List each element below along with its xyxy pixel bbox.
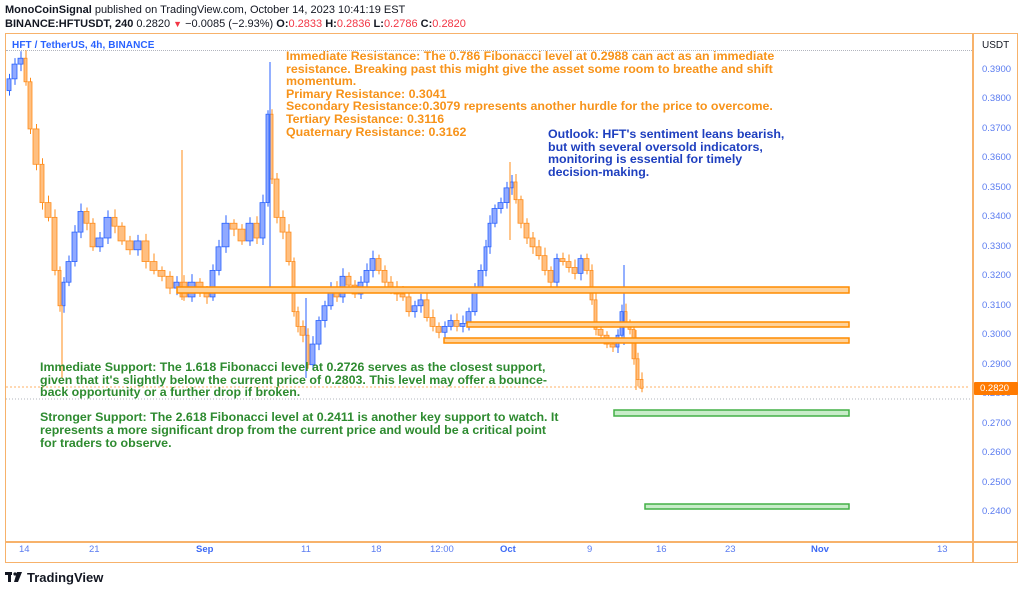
x-tick: 14 [19, 544, 30, 555]
x-tick: 16 [656, 544, 667, 555]
x-tick: Sep [196, 544, 214, 555]
last-price: 0.2820 [136, 18, 171, 30]
x-tick: 21 [89, 544, 100, 555]
support-zone-stronger [644, 503, 850, 510]
y-tick: 0.3700 [982, 123, 1012, 134]
tradingview-logo[interactable]: TradingView [5, 570, 103, 585]
y-tick: 0.3500 [982, 182, 1012, 193]
support-immediate: Immediate Support: The 1.618 Fibonacci l… [40, 360, 547, 400]
price-axis-divider [972, 34, 974, 562]
y-tick: 0.3900 [982, 64, 1012, 75]
publish-header: MonoCoinSignal published on TradingView.… [5, 3, 1015, 31]
high-label: H: [325, 18, 337, 30]
published-text: published on TradingView.com, October 14… [91, 4, 406, 16]
x-tick: Oct [500, 544, 516, 555]
y-tick: 0.3600 [982, 152, 1012, 163]
y-tick: 0.3200 [982, 270, 1012, 281]
resistance-zone-2 [466, 321, 850, 328]
time-axis-divider [6, 541, 1017, 543]
resistance-primary: Primary Resistance: 0.3041 [286, 86, 447, 101]
ohlc-legend: BINANCE:HFTUSDT, 240 0.2820 ▼ −0.0085 (−… [5, 17, 1015, 31]
price-change: −0.0085 (−2.93%) [185, 18, 274, 30]
y-tick: 0.2500 [982, 477, 1012, 488]
symbol-label: BINANCE:HFTUSDT, 240 [5, 18, 134, 30]
y-tick: 0.2900 [982, 359, 1012, 370]
x-tick: 23 [725, 544, 736, 555]
chart-symbol-title: HFT / TetherUS, 4h, BINANCE [12, 40, 155, 51]
y-tick: 0.3800 [982, 93, 1012, 104]
resistance-tertiary: Tertiary Resistance: 0.3116 [286, 111, 445, 126]
y-tick: 0.3000 [982, 329, 1012, 340]
y-tick: 0.2700 [982, 418, 1012, 429]
close-label: C: [420, 18, 433, 30]
y-tick: 0.3400 [982, 211, 1012, 222]
low-value: 0.2786 [383, 18, 418, 30]
x-tick: 13 [937, 544, 948, 555]
y-tick: 0.2600 [982, 447, 1012, 458]
x-tick: 11 [301, 544, 311, 555]
y-tick: 0.3300 [982, 241, 1012, 252]
resistance-immediate: Immediate Resistance: The 0.786 Fibonacc… [286, 49, 775, 89]
resistance-secondary: Secondary Resistance:0.3079 represents a… [286, 99, 773, 114]
author-name[interactable]: MonoCoinSignal [5, 4, 92, 16]
high-value: 0.2836 [336, 18, 371, 30]
close-value: 0.2820 [432, 18, 466, 30]
top-grid-line [6, 50, 972, 51]
open-label: O: [276, 18, 289, 30]
publish-info: MonoCoinSignal published on TradingView.… [5, 3, 1015, 17]
y-tick: 0.3100 [982, 300, 1012, 311]
support-zone-immediate [613, 409, 850, 417]
resistance-annotation[interactable]: Immediate Resistance: The 0.786 Fibonacc… [286, 50, 806, 138]
support-stronger: Stronger Support: The 2.618 Fibonacci le… [40, 410, 559, 450]
tradingview-brand: TradingView [27, 570, 104, 585]
resistance-zone-3 [443, 337, 850, 344]
currency-label[interactable]: USDT [982, 40, 1010, 51]
x-tick: 12:00 [430, 544, 454, 555]
open-value: 0.2833 [288, 18, 323, 30]
support-annotation[interactable]: Immediate Support: The 1.618 Fibonacci l… [40, 361, 560, 462]
current-price-badge: 0.2820 [974, 382, 1018, 395]
outlook-annotation[interactable]: Outlook: HFT's sentiment leans bearish, … [548, 127, 785, 179]
x-tick: 9 [587, 544, 593, 555]
chart-frame[interactable]: HFT / TetherUS, 4h, BINANCE USDT 0.3900 … [5, 33, 1018, 563]
y-tick: 0.2400 [982, 506, 1012, 517]
resistance-quaternary: Quaternary Resistance: 0.3162 [286, 124, 467, 139]
x-tick: Nov [811, 544, 829, 555]
x-tick: 18 [371, 544, 382, 555]
resistance-zone-1 [176, 286, 850, 294]
tradingview-logo-icon [5, 572, 22, 582]
down-triangle-icon: ▼ [173, 19, 183, 29]
low-label: L: [373, 18, 384, 30]
